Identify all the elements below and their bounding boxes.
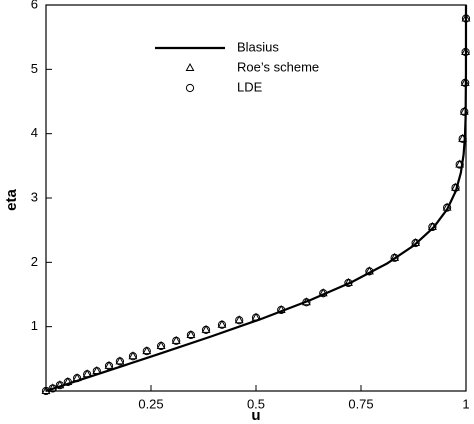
triangle-marker (82, 369, 92, 378)
triangle-marker (451, 182, 460, 191)
triangle-marker (455, 159, 465, 168)
triangle-marker (411, 238, 421, 247)
triangle-marker (301, 297, 311, 306)
circle-marker (428, 222, 437, 232)
circle-marker (277, 305, 286, 315)
circle-marker (461, 14, 471, 23)
triangle-marker (185, 62, 195, 71)
circle-marker (251, 313, 261, 322)
triangle-marker (234, 315, 244, 324)
y-tick-label: 1 (31, 318, 38, 333)
x-tick-label: 0.75 (348, 396, 373, 411)
triangle-marker (442, 202, 452, 211)
circle-marker (365, 267, 374, 276)
triangle-marker (364, 266, 374, 275)
x-tick-label: 0.5 (247, 396, 265, 411)
circle-marker (48, 384, 57, 393)
triangle-marker (115, 356, 125, 365)
triangle-marker (142, 346, 152, 355)
legend-label: LDE (237, 79, 263, 94)
blasius-line (45, 4, 468, 393)
y-tick-label: 6 (31, 0, 38, 11)
circle-marker (156, 341, 166, 351)
triangle-marker (201, 324, 211, 333)
circle-marker (461, 47, 470, 57)
circle-marker (390, 253, 399, 262)
circle-marker (142, 347, 151, 356)
circle-marker (201, 325, 211, 334)
triangle-marker (63, 376, 73, 385)
circle-marker (55, 381, 64, 390)
circle-marker (72, 374, 82, 383)
triangle-marker (276, 304, 286, 313)
triangle-marker (458, 133, 468, 142)
y-tick-label: 4 (31, 125, 38, 140)
circle-marker (128, 352, 138, 361)
circle-marker (455, 160, 464, 169)
circle-marker (235, 316, 244, 325)
x-tick-label: 1 (462, 396, 469, 411)
circle-marker (411, 238, 420, 248)
triangle-marker (72, 373, 82, 382)
triangle-marker (460, 77, 470, 86)
triangle-marker (251, 312, 261, 321)
y-axis-label: eta (3, 189, 20, 211)
triangle-marker (459, 106, 469, 115)
triangle-marker (171, 335, 181, 344)
y-tick-label: 2 (31, 254, 38, 269)
circle-marker (104, 361, 114, 371)
circle-marker (443, 203, 452, 212)
y-tick-label: 5 (31, 61, 38, 76)
circle-marker (92, 366, 101, 376)
circle-marker (172, 336, 181, 345)
triangle-marker (92, 366, 102, 375)
triangle-marker (55, 380, 65, 389)
legend-label: Roe’s scheme (237, 59, 319, 74)
circle-marker (63, 377, 72, 387)
circle-marker (460, 107, 469, 116)
y-tick-label: 3 (31, 189, 38, 204)
triangle-marker (390, 252, 400, 261)
x-axis-label: u (251, 407, 260, 424)
circle-marker (344, 278, 353, 288)
circle-marker (302, 298, 311, 307)
triangle-marker (48, 383, 58, 392)
triangle-marker (343, 277, 353, 286)
circle-marker (186, 330, 195, 340)
circle-marker (319, 289, 328, 298)
triangle-marker (461, 13, 471, 22)
circle-marker (185, 83, 195, 93)
circle-marker (458, 134, 467, 143)
triangle-marker (318, 288, 328, 297)
circle-marker (217, 320, 227, 329)
x-tick-label: 0.25 (138, 396, 163, 411)
circle-marker (115, 357, 125, 366)
triangle-marker (128, 351, 138, 360)
legend-label: Blasius (237, 39, 279, 54)
triangle-marker (217, 319, 227, 328)
triangle-marker (186, 329, 196, 339)
circle-marker (451, 183, 460, 192)
triangle-marker (427, 221, 437, 230)
triangle-marker (156, 340, 166, 349)
circle-marker (83, 370, 92, 379)
triangle-marker (41, 385, 51, 394)
triangle-marker (461, 46, 471, 55)
triangle-marker (104, 360, 114, 369)
circle-marker (461, 78, 470, 87)
